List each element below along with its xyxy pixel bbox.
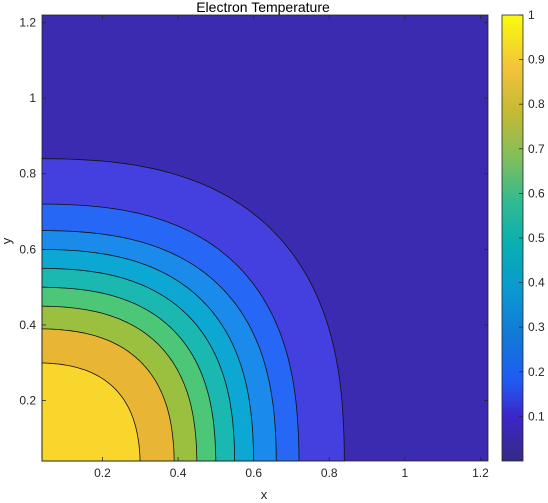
colorbar-tick-label: 0.9 <box>528 53 545 67</box>
y-tick-label: 0.8 <box>19 167 36 181</box>
x-tick-label: 0.2 <box>94 466 111 480</box>
y-tick-label: 0.6 <box>19 242 36 256</box>
y-tick-label: 1 <box>29 91 36 105</box>
colorbar-tick-label: 0.6 <box>528 186 545 200</box>
colorbar-tick-label: 0.4 <box>528 276 545 290</box>
colorbar-tick-label: 1 <box>528 8 535 22</box>
colorbar-tick-label: 0.1 <box>528 409 545 423</box>
y-tick-label: 0.2 <box>19 394 36 408</box>
colorbar-tick-label: 0.3 <box>528 320 545 334</box>
x-axis-ticks: 0.2 0.4 0.6 0.8 1 1.2 <box>94 15 489 480</box>
colorbar-tick-label: 0.5 <box>528 231 545 245</box>
colorbar-tick-label: 0.7 <box>528 142 545 156</box>
colorbar: 0.1 0.2 0.3 0.4 0.5 0.6 0.7 0.8 0.9 1 <box>501 8 545 462</box>
contour-level-9 <box>41 362 141 462</box>
x-tick-label: 1 <box>402 466 409 480</box>
y-axis-ticks: 0.2 0.4 0.6 0.8 1 1.2 <box>19 16 488 408</box>
colorbar-tick-label: 0.2 <box>528 365 545 379</box>
plot-border <box>41 14 489 462</box>
y-tick-label: 0.4 <box>19 318 36 332</box>
x-tick-label: 1.2 <box>472 466 489 480</box>
y-tick-label: 1.2 <box>19 16 36 30</box>
x-axis-label: x <box>261 487 268 502</box>
x-tick-label: 0.8 <box>321 466 338 480</box>
plot-area <box>41 14 489 462</box>
x-tick-label: 0.4 <box>170 466 187 480</box>
x-tick-label: 0.6 <box>245 466 262 480</box>
chart-title: Electron Temperature <box>196 0 330 15</box>
y-axis-label: y <box>0 237 14 244</box>
colorbar-tick-label: 0.8 <box>528 97 545 111</box>
